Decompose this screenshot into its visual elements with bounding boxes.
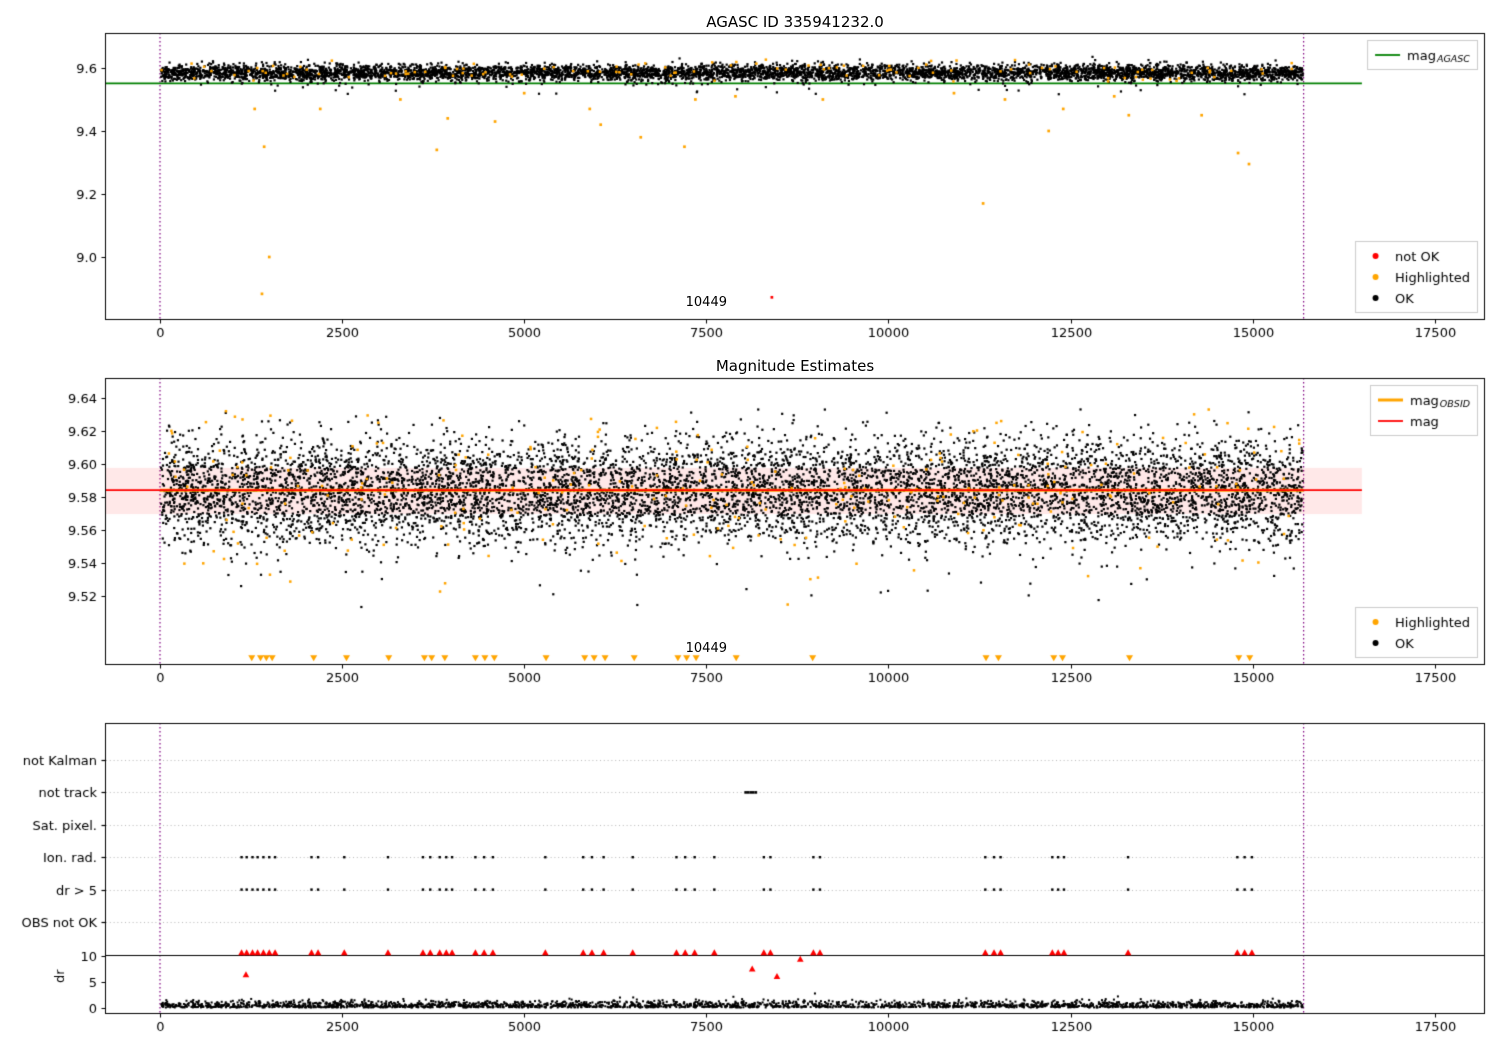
plot1-annotation: 10449 [685,294,727,310]
plot2-title: Magnitude Estimates [715,357,875,375]
plot1-title: AGASC ID 335941232.0 [706,13,884,31]
plot2-annotation: 10449 [685,640,727,656]
